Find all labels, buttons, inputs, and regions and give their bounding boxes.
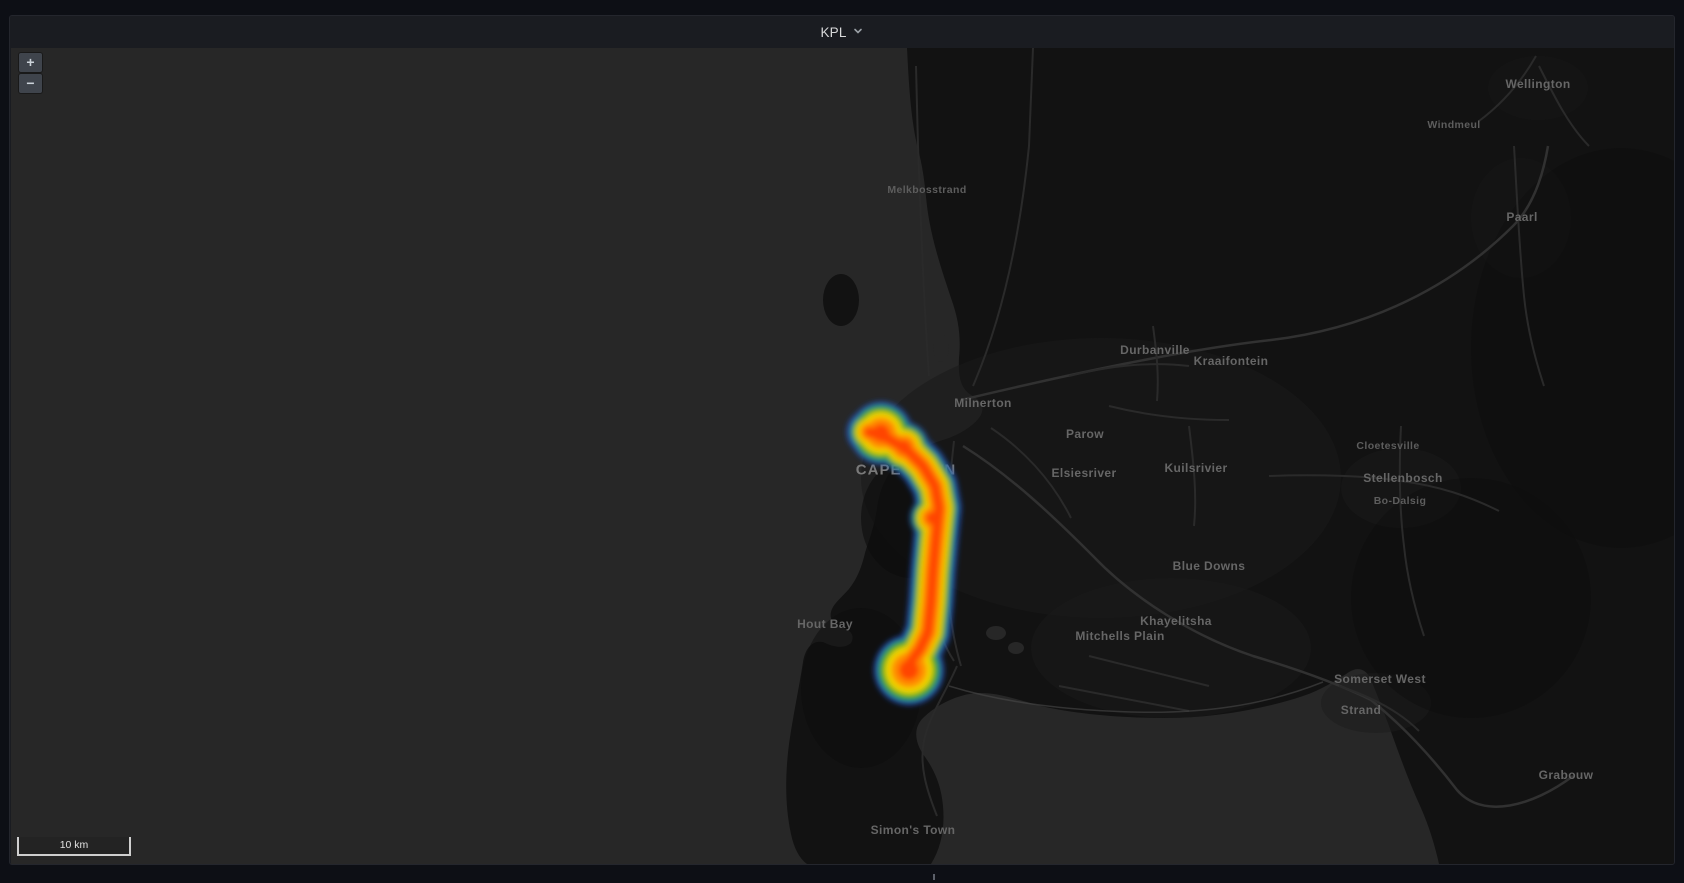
zoom-out-button[interactable]: − [19,74,42,93]
map-label-milnerton: Milnerton [954,396,1012,410]
map-label-strand: Strand [1340,703,1382,717]
roads-layer [915,48,1590,817]
map-label-blue-downs: Blue Downs [1172,559,1246,573]
map-label-windmeul: Windmeul [1427,119,1481,131]
map-label-melkbosstrand: Melkbosstrand [887,184,967,196]
minus-icon: − [26,75,35,91]
map-label-kuilsrivier: Kuilsrivier [1164,461,1228,475]
map-label-cape-town: CAPE TOWN [855,461,957,479]
map-zoom-controls: + − [19,53,42,93]
robben-island [823,274,859,326]
false-bay-beach [948,681,1324,714]
basemap-layer [11,48,1674,864]
map-viewport[interactable]: Wellington Windmeul Paarl Melkbosstrand Durb… [11,48,1674,864]
map-labels-layer: Wellington Windmeul Paarl Melkbosstrand Durb… [11,48,1674,864]
map-label-bo-dalsig: Bo-Dalsig [1373,495,1427,507]
panel-header: KPL [10,16,1674,48]
panel-title[interactable]: KPL [820,24,847,40]
map-label-parow: Parow [1065,427,1105,441]
map-label-elsiesriver: Elsiesriver [1051,466,1117,480]
map-scale-bar: 10 km [17,837,131,856]
plus-icon: + [26,54,35,70]
map-label-stellenbosch: Stellenbosch [1363,471,1443,485]
map-label-mitchells-plain: Mitchells Plain [1075,629,1165,643]
map-label-cloetesville: Cloetesville [1356,440,1420,452]
map-label-somerset-west: Somerset West [1334,672,1426,686]
chevron-down-icon[interactable] [852,24,864,42]
map-label-grabouw: Grabouw [1538,768,1594,782]
zoom-in-button[interactable]: + [19,53,42,72]
map-panel: KPL [9,15,1675,865]
map-label-simons-town: Simon's Town [870,823,956,837]
panel-resize-handle[interactable] [933,874,935,880]
scale-bar-label: 10 km [59,839,89,851]
map-label-durbanville: Durbanville [1120,343,1190,357]
map-label-hout-bay: Hout Bay [797,617,853,631]
map-label-kraaifontein: Kraaifontein [1193,354,1269,368]
map-label-paarl: Paarl [1506,210,1538,224]
map-label-wellington: Wellington [1505,77,1571,91]
map-label-khayelitsha: Khayelitsha [1140,614,1212,628]
